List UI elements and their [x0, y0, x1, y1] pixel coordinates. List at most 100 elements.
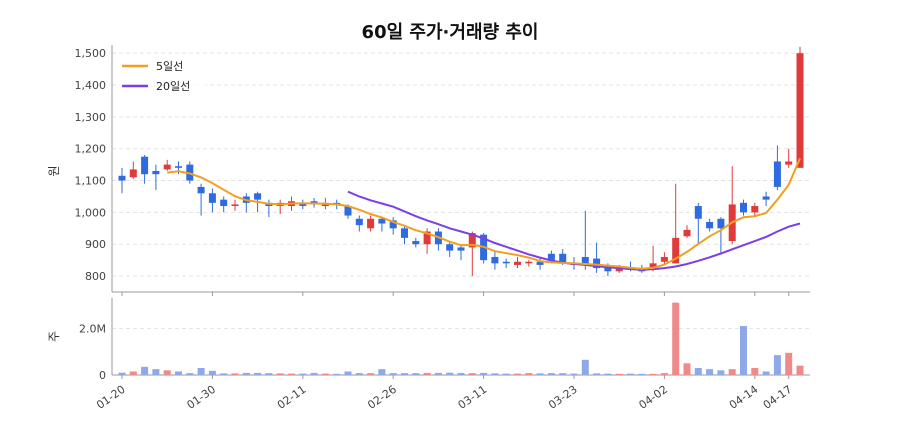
volume-bar: [593, 373, 601, 375]
price-tick-label: 1,200: [75, 143, 107, 156]
volume-bar: [649, 373, 657, 375]
legend: 5일선 20일선: [116, 54, 206, 98]
volume-bar: [333, 373, 341, 375]
candle-body: [604, 266, 612, 272]
volume-bar: [254, 372, 262, 375]
axes: [111, 45, 810, 379]
volume-bar: [739, 326, 748, 375]
candle-body: [660, 256, 668, 262]
candle-body: [739, 202, 748, 213]
volume-bar: [717, 370, 725, 375]
volume-bar: [378, 369, 386, 375]
volume-bar: [468, 373, 476, 375]
volume-bar: [197, 368, 205, 375]
volume-tick-label: 2.0M: [79, 322, 106, 335]
x-tick-label: 01-20: [94, 383, 128, 412]
candle-body: [581, 256, 589, 265]
candle-body: [299, 202, 307, 207]
volume-bar: [446, 372, 454, 375]
volume-bar: [502, 373, 510, 375]
volume-bar: [400, 373, 409, 375]
candle-body: [513, 261, 522, 265]
candle-body: [152, 171, 160, 175]
candle-body: [717, 218, 725, 229]
volume-bar: [536, 373, 544, 375]
volume-bar: [412, 373, 420, 375]
volume-bar: [141, 366, 149, 375]
volume-bar: [480, 372, 488, 375]
moving-average-lines: [167, 157, 801, 271]
candle-body: [141, 156, 149, 175]
volume-bar: [683, 363, 691, 375]
volume-bar: [785, 352, 793, 375]
chart-title: 60일 주가·거래량 추이: [362, 22, 539, 43]
price-tick-label: 1,400: [75, 79, 107, 92]
candle-body: [220, 199, 228, 207]
candle-body: [355, 218, 363, 226]
volume-bar: [208, 370, 216, 375]
volume-bar: [287, 373, 296, 375]
candle-body: [446, 244, 454, 251]
candle-body: [615, 268, 623, 272]
legend-label: 5일선: [156, 59, 183, 73]
volume-bar: [570, 373, 578, 375]
legend-label: 20일선: [156, 79, 190, 93]
candle-body: [310, 201, 318, 203]
x-tick-label: 04-02: [636, 383, 670, 412]
volume-bar: [129, 371, 137, 375]
candle-body: [751, 206, 759, 213]
volume-bar: [728, 369, 736, 375]
volume-bar: [220, 373, 228, 375]
volume-bar: [638, 373, 646, 375]
x-tick-label: 02-11: [275, 383, 309, 412]
candle-body: [593, 258, 601, 269]
volume-bar: [559, 373, 567, 375]
candle-body: [694, 206, 702, 219]
candle-body: [231, 204, 239, 207]
x-tick-label: 02-26: [365, 383, 399, 412]
volume-gridlines: [112, 327, 810, 376]
candle-body: [502, 261, 510, 264]
volume-bar: [299, 373, 307, 375]
volume-bar: [773, 355, 781, 375]
volume-bar: [276, 373, 284, 375]
candle-body: [491, 256, 499, 264]
volume-bar: [355, 373, 363, 375]
x-tick-label: 04-14: [727, 383, 761, 412]
price-tick-label: 1,300: [75, 111, 107, 124]
candle-body: [468, 233, 476, 248]
axis-labels: 800 900 1,000 1,100 1,200 1,300 1,400 1,500 0 2.0…: [47, 47, 794, 412]
candle-body: [174, 166, 183, 168]
candle-body: [547, 253, 555, 261]
volume-bars: [118, 302, 804, 375]
candle-body: [706, 221, 714, 229]
volume-bar: [344, 371, 352, 375]
candle-body: [163, 164, 171, 170]
volume-bar: [174, 371, 183, 375]
volume-bar: [672, 302, 680, 375]
volume-bar: [265, 373, 273, 375]
volume-bar: [389, 373, 397, 375]
x-tick-label: 03-11: [456, 383, 490, 412]
volume-bar: [423, 372, 431, 375]
volume-bar: [604, 373, 612, 375]
volume-axis-title: 주: [47, 331, 61, 342]
candle-body: [796, 53, 804, 168]
candle-body: [525, 261, 533, 264]
volume-bar: [513, 373, 522, 375]
candle-body: [559, 253, 567, 264]
price-tick-label: 800: [85, 270, 106, 283]
candle-body: [762, 196, 770, 200]
candle-body: [400, 228, 409, 238]
x-tick-label: 01-30: [184, 383, 218, 412]
volume-bar: [186, 373, 194, 375]
candle-body: [367, 218, 375, 229]
candle-body: [536, 261, 544, 265]
volume-bar: [310, 372, 318, 375]
volume-bar: [581, 359, 589, 375]
volume-bar: [796, 365, 804, 375]
candle-body: [683, 229, 691, 237]
price-tick-label: 1,000: [75, 206, 107, 219]
